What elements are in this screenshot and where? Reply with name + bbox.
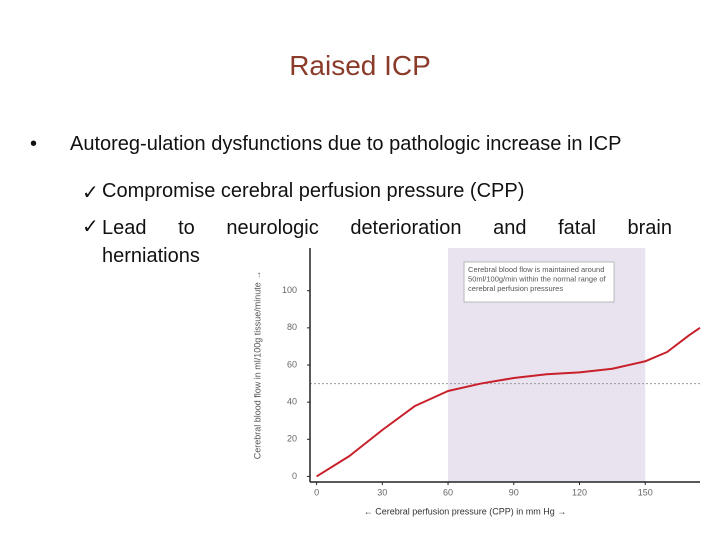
x-axis-label: ← Cerebral perfusion pressure (CPP) in m… [364, 506, 567, 516]
x-tick-label: 120 [572, 487, 587, 497]
annotation-line: 50ml/100g/min within the normal range of [468, 274, 606, 283]
y-tick-label: 80 [287, 322, 297, 332]
annotation-box [463, 261, 615, 303]
x-tick-label: 60 [443, 487, 453, 497]
x-tick-label: 0 [314, 487, 319, 497]
slide-title: Raised ICP [289, 50, 431, 81]
x-tick-label: 150 [638, 487, 653, 497]
y-tick-label: 40 [287, 397, 297, 407]
x-tick-label: 30 [377, 487, 387, 497]
y-axis-label: Cerebral blood flow in ml/100g tissue/mi… [252, 271, 262, 460]
x-tick-label: 90 [509, 487, 519, 497]
check: ✓ [82, 216, 99, 238]
y-tick-label: 0 [292, 471, 297, 481]
annotation-line: Cerebral blood flow is maintained around [468, 265, 604, 274]
annotation: Cerebral blood flow is maintained around… [468, 265, 606, 293]
sub-bullet: Compromise cerebral perfusion pressure (… [102, 180, 525, 202]
line [316, 327, 701, 478]
check: ✓ [82, 182, 99, 204]
annotation-line: cerebral perfusion pressures [468, 284, 563, 293]
y-tick-label: 20 [287, 434, 297, 444]
bullet: Autoreg-ulation dysfunctions due to path… [70, 133, 622, 155]
y-tick-label: 100 [282, 285, 297, 295]
bullet-dot: • [30, 133, 38, 155]
y-tick-label: 60 [287, 359, 297, 369]
sub-bullet: Lead to neurologic deterioration and fat… [102, 217, 672, 267]
